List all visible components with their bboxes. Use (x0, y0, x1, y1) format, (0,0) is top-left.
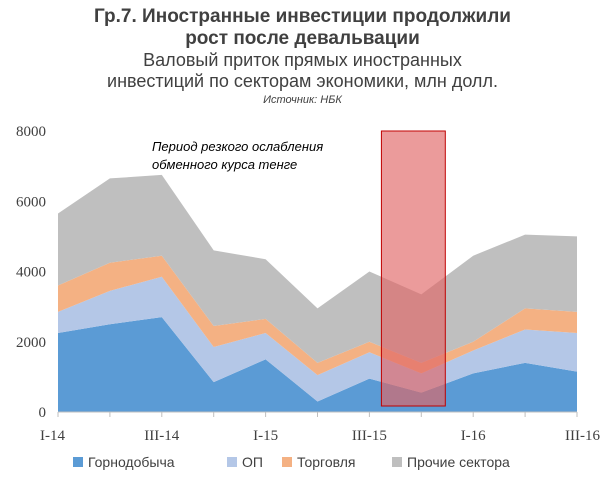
y-tick-label: 0 (39, 405, 47, 421)
area-series-2 (58, 255, 577, 376)
period-annotation: Период резкого ослабления обменного курс… (152, 138, 382, 174)
legend-label: Горнодобыча (88, 454, 175, 470)
chart-title: Гр.7. Иностранные инвестиции продолжили … (0, 6, 605, 50)
legend-label: ОП (242, 454, 263, 470)
area-series-1 (58, 276, 577, 402)
x-tick-label: I-15 (253, 428, 278, 444)
y-tick-label: 8000 (16, 124, 46, 140)
x-tick-label: III-15 (352, 428, 387, 444)
highlight-period-rect (380, 130, 446, 407)
x-tick-label: I-16 (461, 428, 486, 444)
y-tick-label: 2000 (16, 335, 46, 351)
legend-swatch (392, 457, 402, 467)
x-tick-label: III-14 (144, 428, 179, 444)
y-tick-label: 6000 (16, 194, 46, 210)
area-series-0 (58, 317, 577, 412)
annotation-line-2: обменного курса тенге (152, 157, 298, 172)
x-tick-label: I-14 (40, 428, 65, 444)
area-series-3 (58, 174, 577, 363)
annotation-line-1: Период резкого ослабления (152, 139, 324, 154)
title-line-2: рост после девальвации (185, 28, 420, 49)
x-tick-label: III-16 (565, 428, 600, 444)
legend-label: Торговля (297, 454, 355, 470)
title-line-1: Гр.7. Иностранные инвестиции продолжили (94, 6, 511, 27)
legend-swatch (282, 457, 292, 467)
subtitle-line-1: Валовый приток прямых иностранных (143, 50, 462, 70)
source-note: Источник: НБК (263, 94, 342, 106)
legend-label: Прочие сектора (407, 454, 510, 470)
y-tick-label: 4000 (16, 265, 46, 281)
legend-swatch (73, 457, 83, 467)
subtitle-line-2: инвестиций по секторам экономики, млн до… (107, 71, 498, 91)
chart-subtitle: Валовый приток прямых иностранных инвест… (0, 50, 605, 92)
legend-swatch (227, 457, 237, 467)
